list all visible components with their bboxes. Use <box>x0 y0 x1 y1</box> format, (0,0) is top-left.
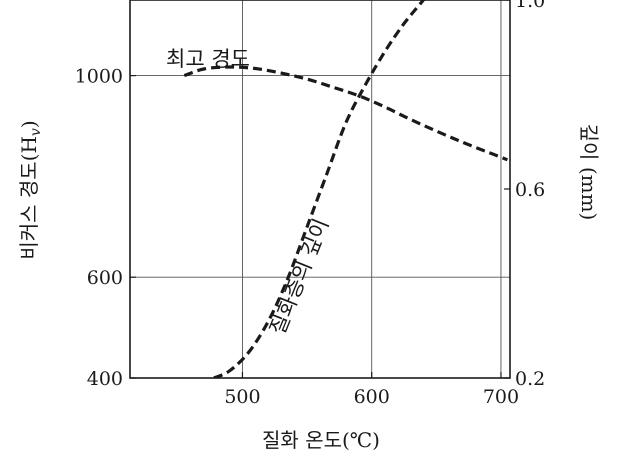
y-right-tick-label-0: 0.2 <box>515 368 545 390</box>
y-axis-label-left-close: ) <box>17 120 41 128</box>
series-line-1 <box>213 0 426 378</box>
y-right-tick-label-2: 1.0 <box>515 0 545 12</box>
series-line-0 <box>183 65 509 162</box>
y-axis-label-left-sub: v <box>28 128 44 136</box>
y-right-tick-label-1: 0.6 <box>515 179 545 201</box>
tick-marks <box>130 0 510 379</box>
x-tick-label-1: 600 <box>354 386 390 408</box>
annotation-max-hardness: 최고 경도 <box>166 47 250 71</box>
annotation-layer-depth: 질화층의 깊이 <box>265 215 333 338</box>
x-tick-label-0: 500 <box>224 386 260 408</box>
y-axis-label-right: 깊이 (mm) <box>577 124 601 221</box>
y-left-tick-label-2: 1000 <box>75 66 123 88</box>
y-axis-label-left: 비커스 경도(Hv) <box>17 120 44 259</box>
x-tick-label-2: 700 <box>483 386 519 408</box>
y-left-tick-label-1: 600 <box>87 267 123 289</box>
y-axis-label-left-main: 비커스 경도(H <box>17 136 41 260</box>
tick-labels: 500 600 700 400 600 1000 0.2 0.6 1.0 <box>75 0 546 408</box>
grid <box>130 0 510 378</box>
series-lines <box>183 0 509 378</box>
x-axis-label: 질화 온도(℃) <box>262 428 380 452</box>
y-left-tick-label-0: 400 <box>87 368 123 390</box>
